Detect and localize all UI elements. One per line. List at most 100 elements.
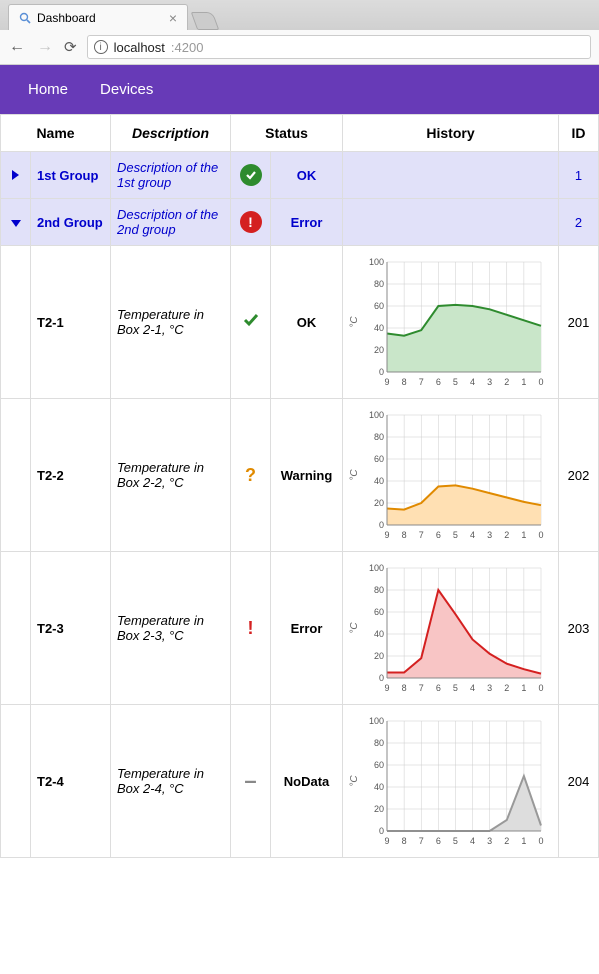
- svg-text:1: 1: [521, 836, 526, 846]
- group-name: 1st Group: [31, 152, 111, 199]
- navbar: Home Devices: [0, 65, 599, 114]
- svg-text:0: 0: [539, 377, 544, 387]
- row-history: °C0204060801009876543210: [343, 399, 559, 552]
- svg-text:9: 9: [385, 377, 390, 387]
- svg-text:60: 60: [374, 607, 384, 617]
- check-icon: [242, 311, 260, 334]
- svg-text:0: 0: [379, 826, 384, 836]
- svg-text:3: 3: [487, 836, 492, 846]
- back-button[interactable]: ←: [8, 38, 26, 56]
- svg-text:5: 5: [453, 683, 458, 693]
- svg-text:9: 9: [385, 683, 390, 693]
- question-icon: ?: [245, 465, 256, 486]
- svg-text:4: 4: [470, 836, 475, 846]
- nav-link-home[interactable]: Home: [28, 81, 68, 98]
- svg-text:0: 0: [539, 836, 544, 846]
- url-port: :4200: [171, 40, 204, 55]
- svg-text:80: 80: [374, 585, 384, 595]
- expander-icon[interactable]: [12, 170, 19, 180]
- row-expander-empty: [1, 705, 31, 858]
- svg-text:40: 40: [374, 476, 384, 486]
- svg-text:5: 5: [453, 836, 458, 846]
- svg-text:80: 80: [374, 432, 384, 442]
- y-axis-label: °C: [349, 316, 360, 327]
- svg-text:7: 7: [419, 377, 424, 387]
- col-header-description: Description: [111, 115, 231, 152]
- svg-text:8: 8: [402, 530, 407, 540]
- svg-text:8: 8: [402, 683, 407, 693]
- forward-button[interactable]: →: [36, 38, 54, 56]
- row-id: 202: [559, 399, 599, 552]
- group-name: 2nd Group: [31, 199, 111, 246]
- site-info-icon[interactable]: i: [94, 40, 108, 54]
- svg-text:80: 80: [374, 738, 384, 748]
- group-row[interactable]: 2nd GroupDescription of the 2nd group!Er…: [1, 199, 599, 246]
- svg-text:4: 4: [470, 377, 475, 387]
- expander-icon[interactable]: [11, 220, 21, 227]
- svg-text:7: 7: [419, 836, 424, 846]
- row-expander-empty: [1, 246, 31, 399]
- row-name: T2-3: [31, 552, 111, 705]
- history-chart: °C0204060801009876543210: [349, 407, 552, 543]
- reload-button[interactable]: ⟳: [64, 38, 77, 56]
- svg-text:0: 0: [379, 367, 384, 377]
- col-header-id: ID: [559, 115, 599, 152]
- svg-text:0: 0: [379, 520, 384, 530]
- group-status: OK: [271, 152, 343, 199]
- group-status: Error: [271, 199, 343, 246]
- close-icon[interactable]: ×: [169, 11, 177, 25]
- magnify-icon: [19, 12, 31, 24]
- row-id: 203: [559, 552, 599, 705]
- tab-bar: Dashboard ×: [0, 0, 599, 30]
- browser-chrome: Dashboard × ← → ⟳ i localhost :4200: [0, 0, 599, 65]
- svg-text:1: 1: [521, 530, 526, 540]
- url-input[interactable]: i localhost :4200: [87, 35, 591, 59]
- table-header-row: Name Description Status History ID: [1, 115, 599, 152]
- svg-text:7: 7: [419, 530, 424, 540]
- page-content: Home Devices Name Description Status His…: [0, 65, 599, 858]
- svg-text:60: 60: [374, 301, 384, 311]
- error-badge-icon: !: [240, 211, 262, 233]
- svg-text:9: 9: [385, 836, 390, 846]
- group-history: [343, 152, 559, 199]
- row-description: Temperature in Box 2-1, °C: [111, 246, 231, 399]
- nav-link-devices[interactable]: Devices: [100, 81, 153, 98]
- svg-text:6: 6: [436, 377, 441, 387]
- exclaim-icon: !: [248, 618, 254, 639]
- svg-text:2: 2: [504, 836, 509, 846]
- chart-svg: 0204060801009876543210: [365, 717, 545, 847]
- url-host: localhost: [114, 40, 165, 55]
- svg-text:3: 3: [487, 683, 492, 693]
- row-name: T2-4: [31, 705, 111, 858]
- chart-svg: 0204060801009876543210: [365, 258, 545, 388]
- svg-text:5: 5: [453, 377, 458, 387]
- row-history: °C0204060801009876543210: [343, 246, 559, 399]
- row-status: Error: [271, 552, 343, 705]
- browser-tab[interactable]: Dashboard ×: [8, 4, 188, 30]
- group-row[interactable]: 1st GroupDescription of the 1st group OK 1: [1, 152, 599, 199]
- row-history: °C0204060801009876543210: [343, 552, 559, 705]
- svg-text:9: 9: [385, 530, 390, 540]
- group-id: 2: [559, 199, 599, 246]
- data-table: Name Description Status History ID 1st G…: [0, 114, 599, 858]
- group-description: Description of the 1st group: [111, 152, 231, 199]
- row-description: Temperature in Box 2-3, °C: [111, 552, 231, 705]
- svg-text:6: 6: [436, 530, 441, 540]
- svg-text:0: 0: [539, 530, 544, 540]
- svg-text:2: 2: [504, 530, 509, 540]
- history-chart: °C0204060801009876543210: [349, 713, 552, 849]
- svg-text:4: 4: [470, 683, 475, 693]
- chart-svg: 0204060801009876543210: [365, 411, 545, 541]
- row-status: NoData: [271, 705, 343, 858]
- new-tab-button[interactable]: [191, 12, 220, 30]
- table-row: T2-4Temperature in Box 2-4, °C–NoData°C0…: [1, 705, 599, 858]
- svg-text:100: 100: [369, 258, 384, 267]
- svg-text:40: 40: [374, 629, 384, 639]
- group-id: 1: [559, 152, 599, 199]
- svg-text:60: 60: [374, 454, 384, 464]
- svg-text:80: 80: [374, 279, 384, 289]
- svg-text:20: 20: [374, 498, 384, 508]
- row-name: T2-2: [31, 399, 111, 552]
- row-description: Temperature in Box 2-2, °C: [111, 399, 231, 552]
- col-header-status: Status: [231, 115, 343, 152]
